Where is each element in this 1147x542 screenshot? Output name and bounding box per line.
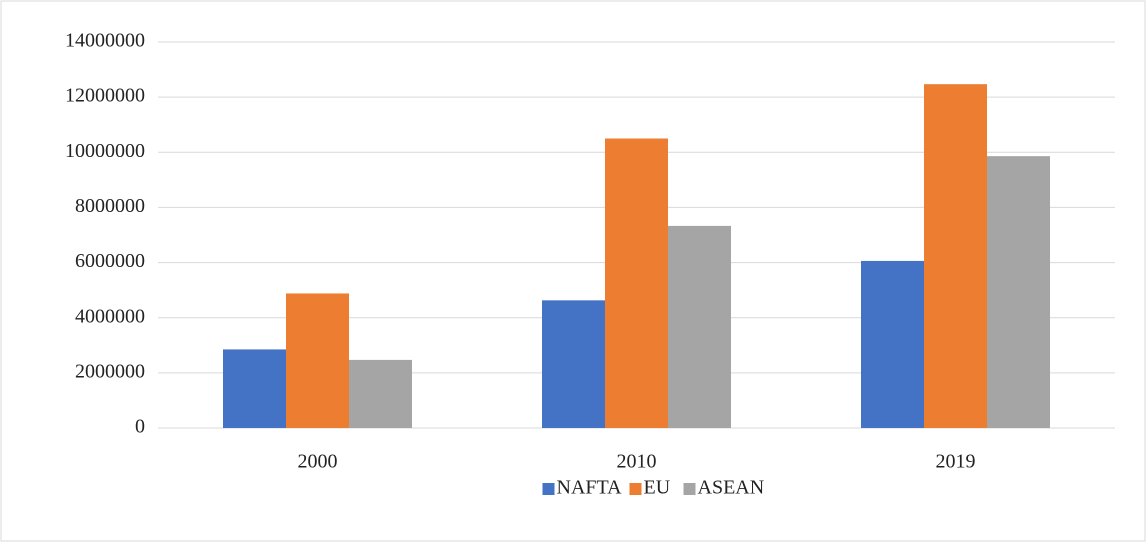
legend-label: ASEAN bbox=[698, 477, 765, 499]
y-tick-label: 2000000 bbox=[75, 360, 145, 382]
bar bbox=[668, 225, 731, 428]
y-tick-label: 6000000 bbox=[75, 250, 145, 272]
legend-label: EU bbox=[644, 477, 671, 499]
bar bbox=[286, 293, 349, 428]
y-tick-label: 10000000 bbox=[65, 140, 145, 162]
y-tick-label: 8000000 bbox=[75, 195, 145, 217]
x-tick-label: 2019 bbox=[936, 451, 976, 473]
y-tick-label: 12000000 bbox=[65, 85, 145, 107]
bar bbox=[924, 84, 987, 428]
bar bbox=[861, 260, 924, 428]
bar bbox=[349, 359, 412, 428]
legend-swatch bbox=[683, 483, 696, 495]
bar bbox=[605, 138, 668, 428]
y-tick-label: 0 bbox=[135, 416, 145, 438]
x-tick-label: 2010 bbox=[617, 451, 657, 473]
legend-swatch bbox=[542, 483, 555, 495]
legend-swatch bbox=[629, 483, 642, 495]
legend-label: NAFTA bbox=[557, 477, 623, 499]
y-tick-label: 14000000 bbox=[65, 30, 145, 52]
bar bbox=[223, 349, 286, 428]
x-tick-label: 2000 bbox=[298, 451, 338, 473]
bar bbox=[987, 156, 1050, 428]
y-tick-label: 4000000 bbox=[75, 305, 145, 327]
bar bbox=[542, 300, 605, 428]
